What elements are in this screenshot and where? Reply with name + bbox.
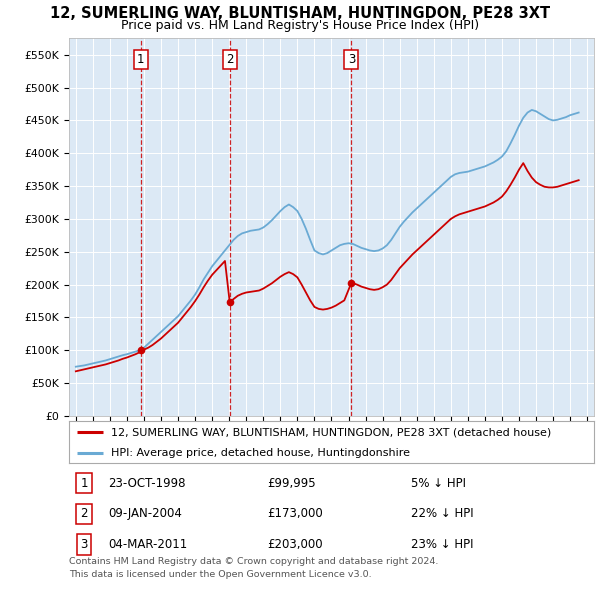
- Text: £203,000: £203,000: [267, 538, 323, 551]
- Text: 3: 3: [80, 538, 88, 551]
- Text: Price paid vs. HM Land Registry's House Price Index (HPI): Price paid vs. HM Land Registry's House …: [121, 19, 479, 32]
- Text: 23% ↓ HPI: 23% ↓ HPI: [411, 538, 473, 551]
- Text: Contains HM Land Registry data © Crown copyright and database right 2024.: Contains HM Land Registry data © Crown c…: [69, 557, 439, 566]
- Text: HPI: Average price, detached house, Huntingdonshire: HPI: Average price, detached house, Hunt…: [111, 448, 410, 458]
- Text: 12, SUMERLING WAY, BLUNTISHAM, HUNTINGDON, PE28 3XT: 12, SUMERLING WAY, BLUNTISHAM, HUNTINGDO…: [50, 6, 550, 21]
- Text: 09-JAN-2004: 09-JAN-2004: [108, 507, 182, 520]
- Text: 2: 2: [226, 53, 233, 66]
- Text: 23-OCT-1998: 23-OCT-1998: [108, 477, 185, 490]
- Text: This data is licensed under the Open Government Licence v3.0.: This data is licensed under the Open Gov…: [69, 570, 371, 579]
- Text: 1: 1: [137, 53, 145, 66]
- Text: 22% ↓ HPI: 22% ↓ HPI: [411, 507, 473, 520]
- Text: 3: 3: [348, 53, 355, 66]
- Text: £173,000: £173,000: [267, 507, 323, 520]
- Text: 12, SUMERLING WAY, BLUNTISHAM, HUNTINGDON, PE28 3XT (detached house): 12, SUMERLING WAY, BLUNTISHAM, HUNTINGDO…: [111, 427, 551, 437]
- Text: 1: 1: [80, 477, 88, 490]
- Text: 2: 2: [80, 507, 88, 520]
- Text: 5% ↓ HPI: 5% ↓ HPI: [411, 477, 466, 490]
- Text: £99,995: £99,995: [267, 477, 316, 490]
- Text: 04-MAR-2011: 04-MAR-2011: [108, 538, 187, 551]
